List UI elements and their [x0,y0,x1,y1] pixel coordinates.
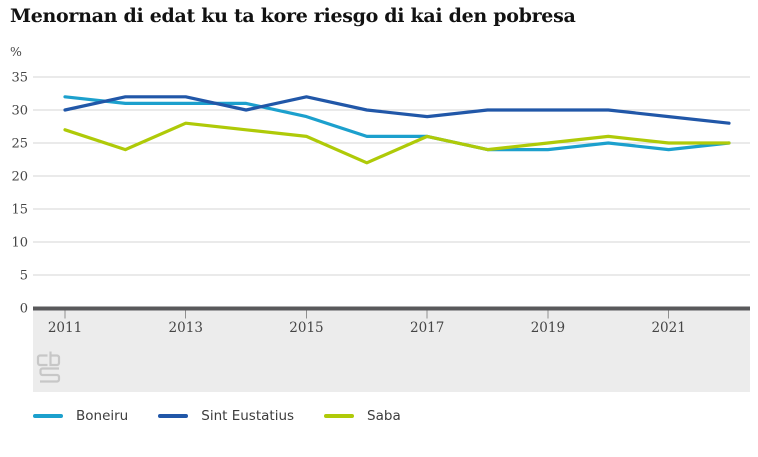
series-line-saba [63,121,731,165]
x-axis-tick-label: 2011 [48,320,82,336]
line-chart: 0 5 10 15 20 25 30 35 2011 2013 2015 2017 2019 2021 [11,71,750,392]
legend-label-saba: Saba [367,408,401,424]
x-axis-ticks [64,310,670,319]
x-axis-tick-label: 2013 [169,320,203,336]
legend-item-saba: Saba [324,408,401,424]
x-axis-tick-labels: 2011 2013 2015 2017 2019 2021 [48,320,686,336]
legend-item-sint-eustatius: Sint Eustatius [158,408,294,424]
x-axis-tick-label: 2015 [289,320,323,336]
y-axis-tick-label: 25 [11,137,28,152]
legend-label-sint-eustatius: Sint Eustatius [201,408,295,424]
legend-item-boneiru: Boneiru [33,408,128,424]
y-axis-tick-labels: 0 5 10 15 20 25 30 35 [11,71,28,317]
x-axis-tick-label: 2019 [531,320,565,336]
y-axis-unit-label: % [10,44,22,59]
y-axis-tick-label: 20 [11,170,28,185]
y-axis-tick-label: 35 [11,71,28,86]
series-line-boneiru [63,95,731,152]
x-axis-band [33,310,750,392]
legend: Boneiru Sint Eustatius Saba [33,408,401,424]
x-axis-tick-label: 2017 [410,320,444,336]
y-axis-tick-label: 5 [20,269,28,284]
series-lines [63,95,731,165]
y-axis-tick-label: 30 [11,104,28,119]
gridlines [33,76,750,276]
saba-line-swatch-icon [324,414,355,418]
x-axis-tick-label: 2021 [651,320,685,336]
sint-eustatius-line-swatch-icon [158,414,189,418]
series-line-sint-eustatius [63,95,731,125]
legend-label-boneiru: Boneiru [76,408,129,424]
y-axis-tick-label: 15 [11,203,28,218]
y-axis-tick-label: 0 [20,302,28,317]
chart-title: Menornan di edat ku ta kore riesgo di ka… [10,5,576,27]
y-axis-tick-label: 10 [11,236,28,251]
boneiru-line-swatch-icon [33,414,63,418]
cbs-logo-icon [36,351,61,383]
